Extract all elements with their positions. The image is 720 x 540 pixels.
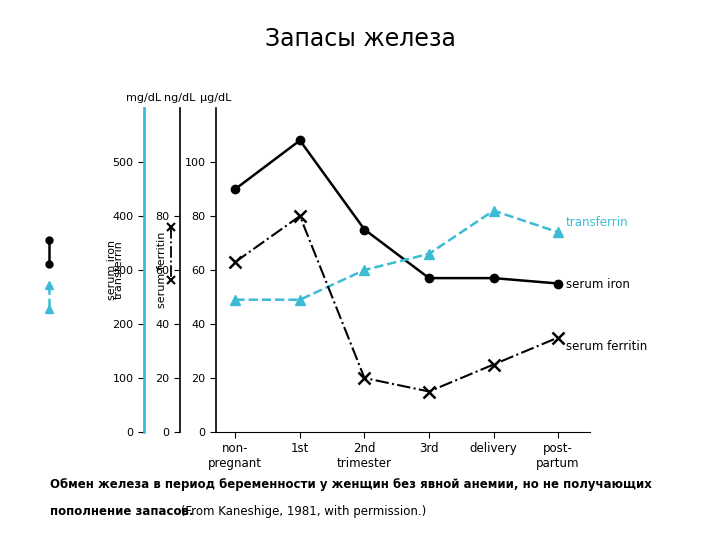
Text: transferrin: transferrin bbox=[566, 217, 629, 230]
Text: serum ferritin: serum ferritin bbox=[157, 232, 167, 308]
Text: пополнение запасов.: пополнение запасов. bbox=[50, 505, 194, 518]
Text: transferrin: transferrin bbox=[114, 240, 124, 300]
Text: serum iron: serum iron bbox=[566, 278, 630, 292]
Text: ng/dL: ng/dL bbox=[164, 92, 196, 103]
Text: serum ferritin: serum ferritin bbox=[566, 340, 647, 353]
Text: serum iron: serum iron bbox=[107, 240, 117, 300]
Text: (From Kaneshige, 1981, with permission.): (From Kaneshige, 1981, with permission.) bbox=[162, 505, 426, 518]
Text: Обмен железа в период беременности у женщин без явной анемии, но не получающих: Обмен железа в период беременности у жен… bbox=[50, 478, 652, 491]
Text: µg/dL: µg/dL bbox=[200, 92, 232, 103]
Text: mg/dL: mg/dL bbox=[127, 92, 161, 103]
Text: Запасы железа: Запасы железа bbox=[264, 27, 456, 51]
